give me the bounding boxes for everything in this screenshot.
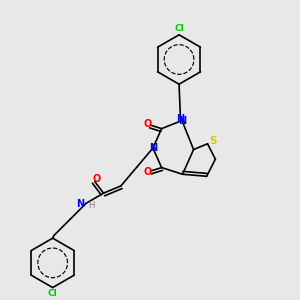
Text: O: O: [144, 167, 152, 177]
Text: O: O: [92, 174, 100, 184]
Text: Cl: Cl: [174, 24, 184, 33]
Text: N: N: [178, 116, 186, 125]
Text: N: N: [149, 143, 157, 153]
Text: N: N: [76, 199, 85, 209]
Text: N: N: [176, 114, 184, 124]
Text: S: S: [209, 136, 217, 146]
Text: O: O: [144, 119, 152, 129]
Text: H: H: [88, 201, 95, 210]
Text: Cl: Cl: [48, 289, 58, 298]
